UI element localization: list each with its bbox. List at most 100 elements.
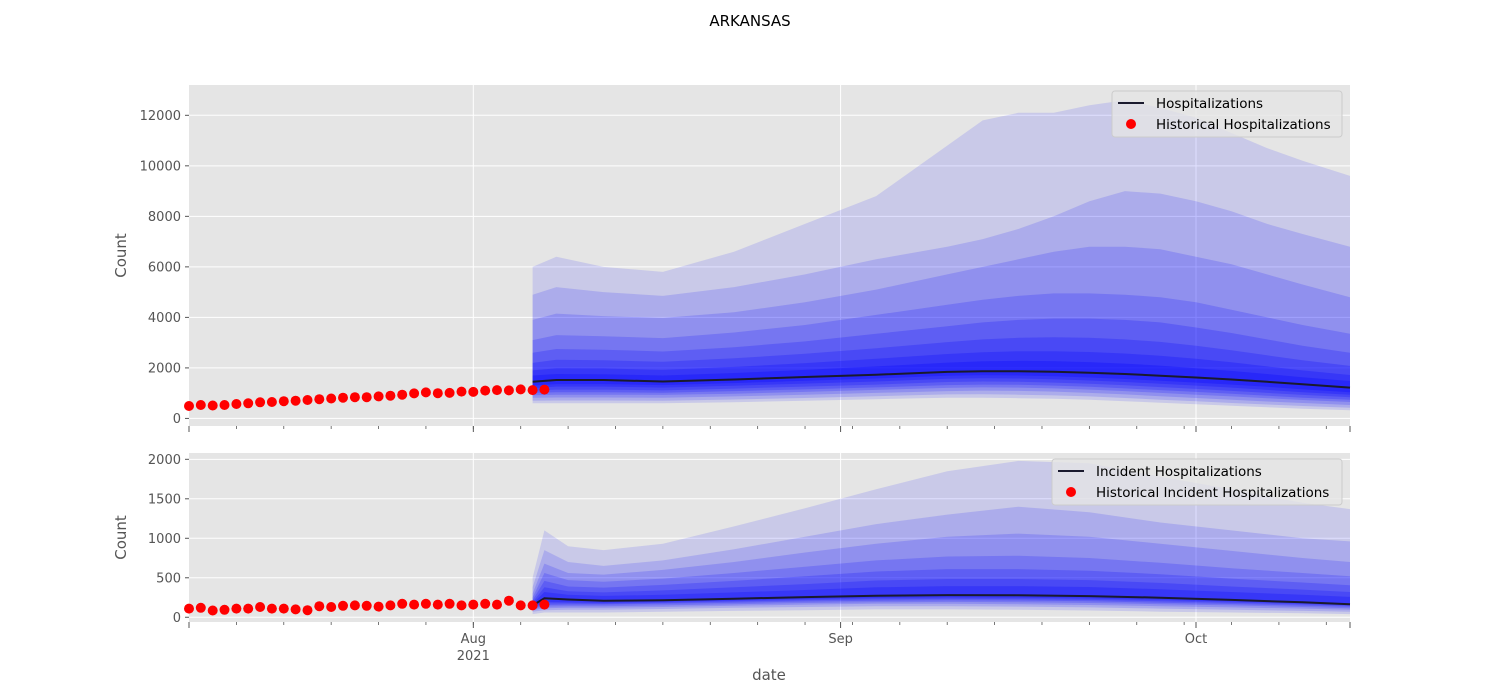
uncertainty-band [532, 533, 1350, 611]
legend-entry: Historical Hospitalizations [1156, 117, 1331, 133]
historical-point [219, 604, 230, 615]
historical-point [361, 600, 372, 611]
historical-point [432, 599, 443, 610]
historical-point [219, 400, 230, 410]
historical-point [456, 386, 467, 397]
historical-point [373, 391, 384, 402]
legend-box [1111, 90, 1343, 138]
y-tick-label: 8000 [148, 210, 181, 225]
historical-point [480, 598, 491, 609]
historical-point [302, 605, 313, 616]
y-tick-label: 1500 [148, 492, 181, 507]
y-tick-label: 6000 [148, 260, 181, 275]
historical-point [326, 602, 337, 612]
historical-point [255, 397, 266, 408]
uncertainty-band [532, 360, 1350, 393]
historical-point [314, 601, 325, 612]
y-tick-label: 12000 [140, 109, 181, 124]
historical-point [539, 599, 550, 610]
historical-point [184, 401, 194, 411]
legend-entry: Historical Incident Hospitalizations [1096, 485, 1329, 501]
median-line [532, 370, 1351, 389]
legend-box [1051, 458, 1343, 506]
historical-point [503, 595, 514, 606]
legend: Hospitalizations Historical Hospitalizati… [1111, 90, 1343, 138]
x-tick-label: Oct [1185, 632, 1207, 647]
y-axis-label: Count [112, 515, 130, 560]
historical-point [480, 385, 491, 396]
historical-point [255, 602, 266, 612]
legend-entry: Incident Hospitalizations [1096, 464, 1262, 480]
historical-point [243, 398, 254, 409]
historical-point [338, 392, 348, 403]
historical-point [278, 603, 289, 614]
historical-point [444, 598, 455, 609]
historical-point [397, 598, 408, 609]
y-tick-label: 2000 [148, 361, 181, 376]
historical-point [397, 389, 408, 400]
uncertainty-band [532, 246, 1350, 405]
historical-point [195, 602, 206, 613]
historical-point [444, 387, 455, 398]
uncertainty-band [532, 579, 1350, 608]
y-tick-label: 1000 [148, 532, 181, 547]
x-tick-label: Sep [828, 632, 853, 647]
historical-point [420, 387, 431, 398]
legend: Incident Hospitalizations Historical Inci… [1051, 458, 1343, 506]
x-tick-label: Aug [461, 632, 486, 647]
shared-x-axis: Aug 2021 Sep Oct [457, 632, 1207, 664]
historical-point [527, 385, 538, 396]
historical-point [302, 395, 313, 405]
historical-point [184, 603, 194, 614]
historical-point [231, 399, 242, 409]
top-axes-hospitalizations: 0 2000 4000 6000 8000 10000 12000 Count Hospital… [112, 85, 1351, 432]
historical-point [527, 600, 538, 611]
historical-point [492, 385, 502, 396]
y-tick-label: 10000 [140, 159, 181, 174]
historical-point [468, 386, 479, 397]
uncertainty-band [532, 191, 1350, 408]
y-tick-label: 4000 [148, 311, 181, 326]
uncertainty-band [532, 586, 1350, 607]
y-tick-label: 0 [173, 412, 181, 427]
x-ticks [188, 622, 1351, 628]
historical-point [349, 392, 360, 403]
legend-entry: Hospitalizations [1156, 96, 1263, 112]
historical-point [373, 601, 384, 612]
historical-point [349, 600, 360, 611]
chart-title: ARKANSAS [709, 12, 790, 30]
historical-point [243, 603, 254, 614]
historical-point [326, 393, 337, 404]
uncertainty-band [532, 100, 1350, 411]
x-tick-sublabel: 2021 [457, 649, 490, 664]
uncertainty-band [532, 506, 1350, 612]
y-tick-label: 0 [173, 611, 181, 626]
median-line [532, 594, 1351, 607]
historical-point [195, 400, 206, 410]
historical-point [539, 384, 550, 395]
x-axis-label: date [752, 666, 786, 684]
historical-point [266, 397, 277, 407]
historical-point [290, 604, 301, 615]
y-tick-label: 500 [156, 571, 181, 586]
historical-point [432, 388, 443, 399]
uncertainty-band [532, 337, 1350, 398]
historical-point [361, 392, 372, 403]
historical-point [338, 600, 348, 611]
bottom-axes-incident-hospitalizations: 0 500 1000 1500 2000 Count Incident Hospitaliz… [112, 453, 1351, 628]
y-tick-label: 2000 [148, 453, 181, 468]
historical-point [515, 600, 526, 611]
historical-point [385, 390, 396, 401]
historical-point [503, 385, 514, 396]
legend-point-swatch [1126, 119, 1136, 129]
x-ticks [188, 426, 1351, 432]
historical-point [266, 603, 277, 614]
historical-point [314, 394, 325, 405]
historical-point [278, 396, 289, 407]
historical-point [515, 384, 526, 395]
historical-point [290, 395, 301, 406]
historical-point [420, 598, 431, 609]
historical-point [492, 599, 502, 610]
y-axis-label: Count [112, 233, 130, 278]
